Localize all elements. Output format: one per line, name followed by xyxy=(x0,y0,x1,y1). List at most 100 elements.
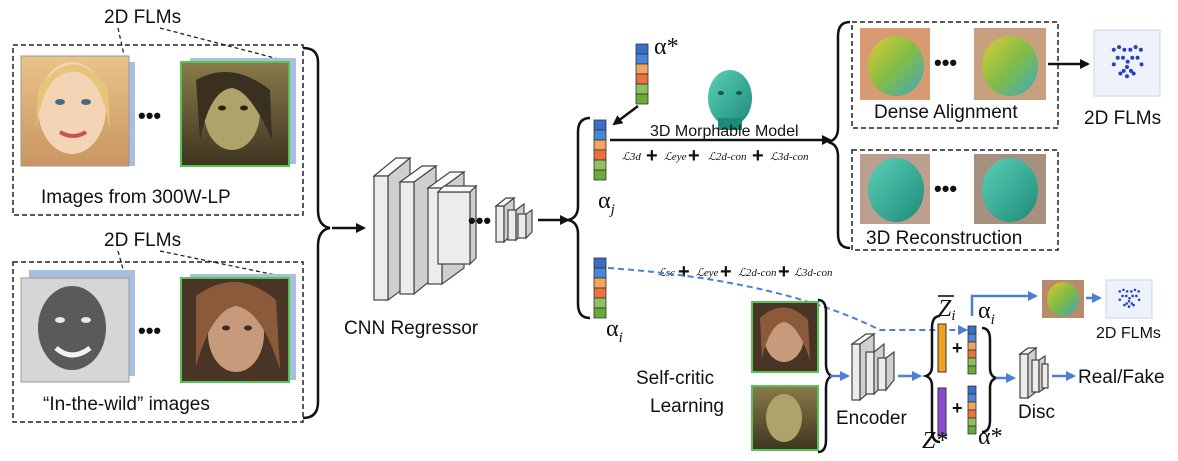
alpha-i-right-subscript: i xyxy=(991,312,995,328)
vector-cell xyxy=(593,277,607,289)
vector-cell xyxy=(593,139,607,151)
loss-plus: + xyxy=(752,145,764,167)
flms-top-label: 2D FLMs xyxy=(104,7,181,28)
loss-formula-bottom: ℒsc + ℒeye + ℒ2d-con + ℒ3d-con xyxy=(658,261,833,283)
z-brace-left xyxy=(922,314,941,444)
alpha-i-small-vector xyxy=(967,325,977,375)
in-the-wild-label: “In-the-wild” images xyxy=(43,394,210,415)
alpha-i-subscript: i xyxy=(619,330,623,346)
vector-cell xyxy=(593,129,607,141)
landmark-dot xyxy=(1118,298,1122,302)
landmark-dot xyxy=(1125,74,1129,79)
discriminator-block xyxy=(1018,346,1049,400)
face-photo-blonde xyxy=(20,55,135,167)
loss-plus: + xyxy=(678,261,690,283)
z-bar-vector xyxy=(937,323,947,373)
landmark-dot xyxy=(1130,290,1133,293)
alpha-j-subscript: j xyxy=(609,202,615,218)
alpha-star-vector-top xyxy=(635,43,649,105)
encoder-block xyxy=(850,332,895,402)
landmark-dot xyxy=(1118,71,1123,76)
vector-cell xyxy=(635,43,649,55)
face-photo-sepia xyxy=(180,58,296,167)
landmark-dot xyxy=(1125,290,1129,293)
loss-plus: + xyxy=(720,261,732,283)
landmark-dot xyxy=(1131,294,1134,298)
z-brace-right xyxy=(981,326,1000,434)
landmark-dot xyxy=(1111,62,1116,67)
dense-face-1 xyxy=(860,28,930,100)
alpha-star-small-vector xyxy=(967,385,977,435)
alpha-j-label: αj xyxy=(598,188,615,218)
landmark-dot xyxy=(1128,68,1133,73)
landmark-dot xyxy=(1127,299,1131,303)
landmark-dot xyxy=(1122,288,1125,292)
flms-right-label: 2D FLMs xyxy=(1084,108,1161,129)
landmark-dot xyxy=(1139,62,1144,67)
z-bar-subscript: i xyxy=(951,308,955,324)
vector-cell xyxy=(635,73,649,85)
alpha-i-right-label: αi xyxy=(978,298,995,328)
vector-cell xyxy=(635,53,649,65)
landmark-dot xyxy=(1133,45,1138,50)
small-aligned-face xyxy=(1042,280,1084,318)
loss-term: ℒ3d-con xyxy=(770,151,809,163)
vector-cell xyxy=(967,365,977,375)
landmark-dot xyxy=(1125,64,1129,69)
z-star-vector xyxy=(937,387,947,437)
morphable-model-label: 3D Morphable Model xyxy=(650,123,799,140)
landmarks-plot-small xyxy=(1105,279,1153,319)
loss-plus: + xyxy=(688,145,700,167)
self-critic-photo-1 xyxy=(751,301,819,373)
landmark-dot xyxy=(1137,290,1140,293)
alpha-i-right-symbol: α xyxy=(978,298,991,324)
landmark-dot xyxy=(1117,45,1122,50)
landmark-dot xyxy=(1127,305,1131,308)
cnn-small-layers xyxy=(494,196,533,244)
ellipsis: ••• xyxy=(934,176,957,201)
self-critic-label: Self-critic xyxy=(636,368,714,389)
alpha-j-vector xyxy=(593,119,607,181)
images-300w-frame xyxy=(12,44,304,216)
vector-cell xyxy=(967,401,977,411)
landmark-dot xyxy=(1118,290,1122,293)
self-critic-photo-2 xyxy=(751,385,819,451)
vector-cell xyxy=(967,349,977,359)
landmark-dot xyxy=(1135,294,1138,298)
landmark-dot xyxy=(1130,55,1135,60)
landmark-dot xyxy=(1124,294,1128,298)
landmark-dot xyxy=(1111,47,1116,52)
vector-cell xyxy=(593,119,607,131)
self-critic-brace xyxy=(817,298,836,454)
dashed-param-link xyxy=(607,267,968,335)
vector-cell xyxy=(593,267,607,279)
loss-plus: + xyxy=(778,261,790,283)
3d-head-model xyxy=(708,70,752,130)
flms-mid-label: 2D FLMs xyxy=(104,230,181,251)
loss-term: ℒsc xyxy=(658,267,675,279)
disc-label: Disc xyxy=(1018,402,1055,423)
loss-term: ℒ3d-con xyxy=(794,267,833,279)
param-brace xyxy=(567,116,591,320)
alpha-star-bottom-label: α* xyxy=(978,424,1003,450)
loss-term: ℒ2d-con xyxy=(738,267,777,279)
vector-cell xyxy=(593,149,607,161)
vector-cell xyxy=(967,341,977,351)
recon-face-1 xyxy=(860,154,930,224)
z-bar-label: Zi xyxy=(938,296,956,324)
z-plus-top: + xyxy=(952,338,963,358)
input-brace xyxy=(302,46,331,420)
landmark-dot xyxy=(1121,68,1126,73)
vector-cell xyxy=(593,307,607,319)
loss-term: ℒ2d-con xyxy=(708,151,747,163)
flms-mid-leader xyxy=(117,250,127,281)
vector-cell xyxy=(967,357,977,367)
cnn-regressor-label: CNN Regressor xyxy=(344,318,479,339)
landmark-dot xyxy=(1133,288,1137,292)
face-photo-man xyxy=(20,270,135,383)
vector-cell xyxy=(593,159,607,171)
dense-alignment-frame xyxy=(851,21,1059,129)
loss-term: ℒeye xyxy=(696,267,719,279)
vector-cell xyxy=(967,409,977,419)
